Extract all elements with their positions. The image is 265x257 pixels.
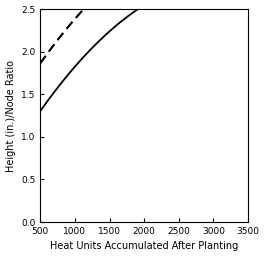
X-axis label: Heat Units Accumulated After Planting: Heat Units Accumulated After Planting [50, 241, 238, 251]
Y-axis label: Height (in.)/Node Ratio: Height (in.)/Node Ratio [6, 60, 16, 171]
